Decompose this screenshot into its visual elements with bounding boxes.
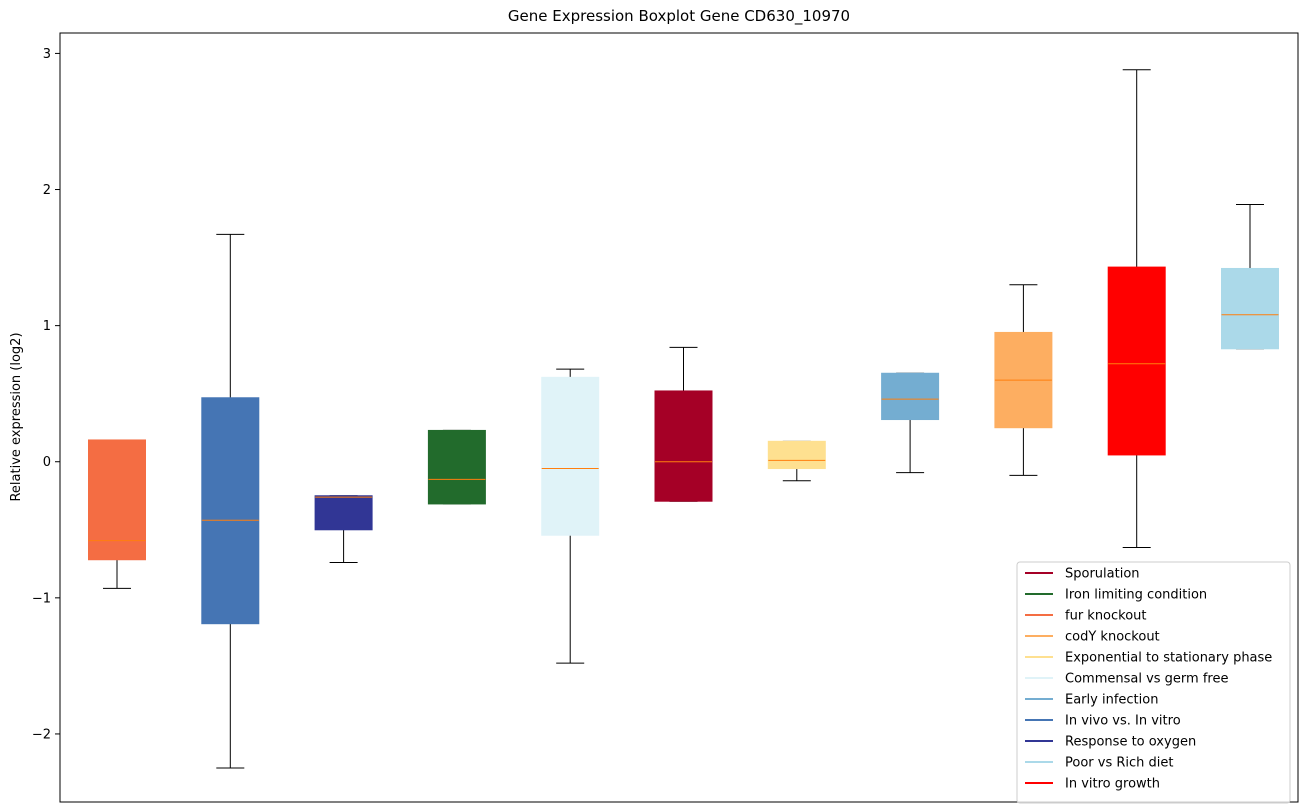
- box-8: [994, 284, 1053, 476]
- box-5: [654, 346, 713, 502]
- legend-frame: [1016, 561, 1291, 804]
- box-body: [654, 390, 713, 502]
- legend: Sporulation Iron limiting condition fur kn…: [1016, 561, 1291, 804]
- y-tick-label: −2: [32, 727, 51, 742]
- legend-label: Iron limiting condition: [1065, 588, 1207, 603]
- box-10: [1221, 203, 1279, 350]
- legend-label: In vivo vs. In vitro: [1065, 714, 1181, 729]
- chart-title: Gene Expression Boxplot Gene CD630_10970: [508, 7, 850, 26]
- legend-label: Commensal vs germ free: [1065, 672, 1228, 687]
- legend-label: fur knockout: [1065, 609, 1147, 624]
- y-tick-label: −1: [32, 591, 51, 606]
- box-7: [881, 372, 940, 474]
- legend-label: In vitro growth: [1065, 777, 1160, 792]
- legend-label: Sporulation: [1065, 567, 1140, 582]
- box-0: [88, 439, 146, 589]
- y-tick-label: 0: [43, 455, 51, 470]
- legend-label: Exponential to stationary phase: [1065, 651, 1272, 666]
- y-tick-label: 2: [43, 183, 51, 198]
- box-body: [767, 440, 826, 470]
- y-axis-label: Relative expression (log2): [9, 332, 24, 501]
- box-2: [314, 495, 373, 563]
- y-tick-label: 3: [43, 47, 51, 62]
- box-6: [767, 440, 826, 482]
- legend-label: Poor vs Rich diet: [1065, 756, 1173, 771]
- box-body: [201, 397, 260, 625]
- plot-frame: [59, 32, 1299, 803]
- box-3: [427, 429, 486, 505]
- box-4: [541, 368, 600, 664]
- boxes-layer: [88, 69, 1279, 769]
- box-body: [88, 439, 146, 561]
- legend-label: Early infection: [1065, 693, 1158, 708]
- box-body: [427, 429, 486, 505]
- box-body: [881, 372, 940, 421]
- box-body: [314, 495, 373, 531]
- y-tick-label: 1: [43, 319, 51, 334]
- box-body: [1107, 266, 1166, 456]
- box-body: [541, 376, 600, 536]
- box-body: [1221, 267, 1279, 350]
- box-9: [1107, 69, 1166, 548]
- y-ticks: −2 −1 0 1 2 3: [32, 47, 60, 742]
- box-1: [201, 233, 260, 769]
- legend-label: codY knockout: [1065, 630, 1160, 645]
- legend-label: Response to oxygen: [1065, 735, 1196, 750]
